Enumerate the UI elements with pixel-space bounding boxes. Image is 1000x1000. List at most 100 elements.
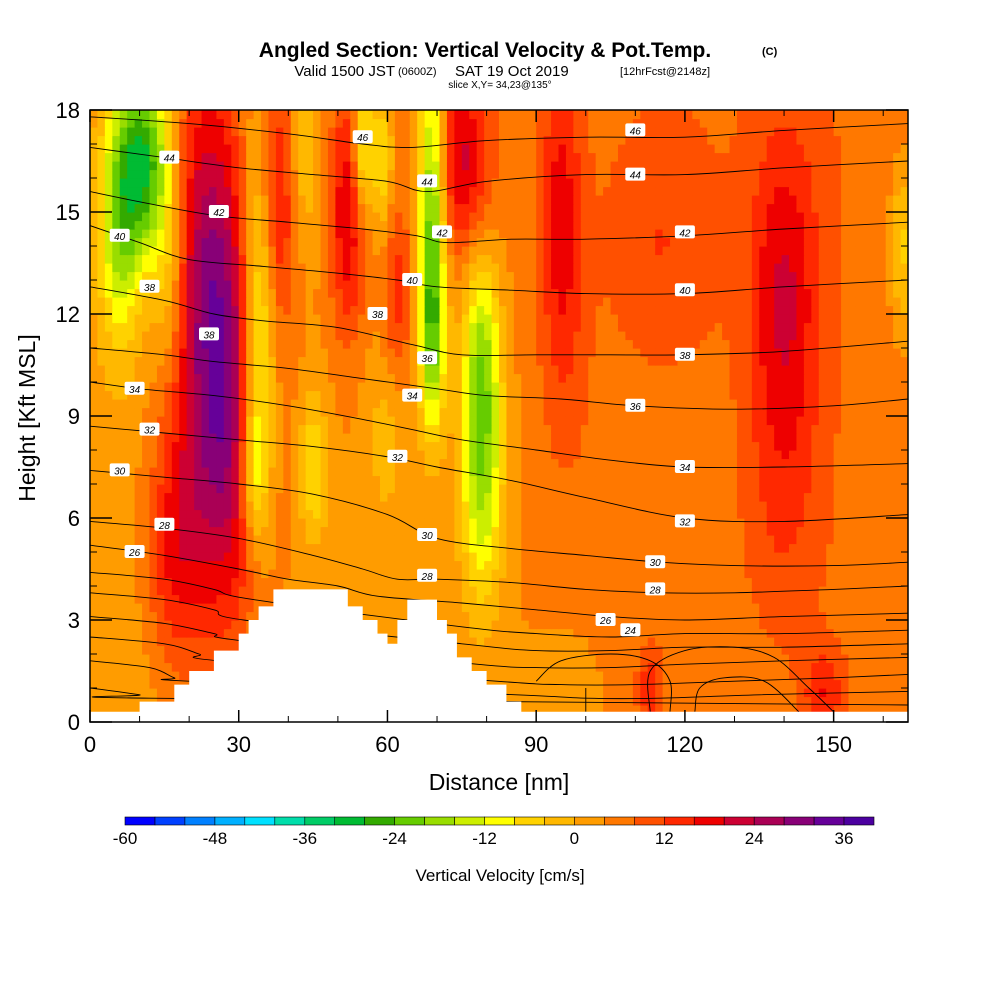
velocity-cell [796,348,805,358]
velocity-cell [870,543,879,553]
velocity-cell [640,475,649,485]
velocity-cell [766,441,775,451]
velocity-cell [528,620,537,630]
velocity-cell [380,450,389,460]
velocity-cell [380,416,389,426]
velocity-cell [104,594,113,604]
velocity-cell [476,450,485,460]
velocity-cell [491,560,500,570]
velocity-cell [261,526,270,536]
velocity-cell [186,560,195,570]
velocity-cell [833,475,842,485]
velocity-cell [744,535,753,545]
velocity-cell [729,594,738,604]
velocity-cell [305,339,314,349]
velocity-cell [900,543,908,553]
velocity-cell [461,356,470,366]
velocity-cell [610,552,619,562]
velocity-cell [90,390,99,400]
velocity-cell [194,569,203,579]
velocity-cell [387,526,396,536]
velocity-cell [394,475,403,485]
velocity-cell [171,407,180,417]
velocity-cell [90,594,99,604]
velocity-cell [417,586,426,596]
velocity-cell [736,475,745,485]
velocity-cell [647,407,656,417]
velocity-cell [491,628,500,638]
velocity-cell [796,645,805,655]
velocity-cell [588,705,597,715]
velocity-cell [759,484,768,494]
velocity-cell [156,365,165,375]
velocity-cell [848,594,857,604]
velocity-cell [833,424,842,434]
velocity-cell [119,356,128,366]
velocity-cell [335,356,344,366]
velocity-cell [231,356,240,366]
velocity-cell [327,399,336,409]
velocity-cell [268,535,277,545]
velocity-cell [551,577,560,587]
velocity-cell [684,577,693,587]
velocity-cell [714,407,723,417]
velocity-cell [878,365,887,375]
velocity-cell [588,509,597,519]
velocity-cell [298,467,307,477]
velocity-cell [811,424,820,434]
velocity-cell [774,407,783,417]
velocity-cell [662,620,671,630]
velocity-cell [736,696,745,706]
velocity-cell [484,577,493,587]
velocity-cell [261,382,270,392]
velocity-cell [335,348,344,358]
velocity-cell [320,348,329,358]
velocity-cell [841,390,850,400]
velocity-cell [238,484,247,494]
velocity-cell [231,390,240,400]
velocity-cell [692,424,701,434]
velocity-cell [885,475,894,485]
velocity-cell [454,577,463,587]
velocity-cell [253,535,262,545]
velocity-cell [811,458,820,468]
velocity-cell [803,339,812,349]
velocity-cell [536,552,545,562]
velocity-cell [893,543,902,553]
velocity-cell [870,382,879,392]
velocity-cell [261,467,270,477]
velocity-cell [484,450,493,460]
velocity-cell [565,356,574,366]
velocity-cell [499,390,508,400]
velocity-cell [231,373,240,383]
velocity-cell [714,552,723,562]
velocity-cell [855,603,864,613]
velocity-cell [826,577,835,587]
velocity-cell [417,484,426,494]
velocity-cell [491,637,500,647]
velocity-cell [335,365,344,375]
velocity-cell [707,654,716,664]
velocity-cell [194,586,203,596]
velocity-cell [766,662,775,672]
velocity-cell [573,594,582,604]
velocity-cell [684,645,693,655]
velocity-cell [149,501,158,511]
velocity-cell [551,662,560,672]
velocity-cell [261,501,270,511]
velocity-cell [841,696,850,706]
velocity-cell [722,407,731,417]
velocity-cell [454,356,463,366]
velocity-cell [662,518,671,528]
velocity-cell [617,569,627,579]
velocity-cell [484,501,493,511]
velocity-cell [521,560,530,570]
velocity-cell [432,594,441,604]
velocity-cell [893,399,902,409]
velocity-cell [670,416,679,426]
velocity-cell [246,407,255,417]
velocity-cell [491,339,500,349]
velocity-cell [647,518,656,528]
velocity-cell [164,603,173,613]
velocity-cell [595,441,604,451]
